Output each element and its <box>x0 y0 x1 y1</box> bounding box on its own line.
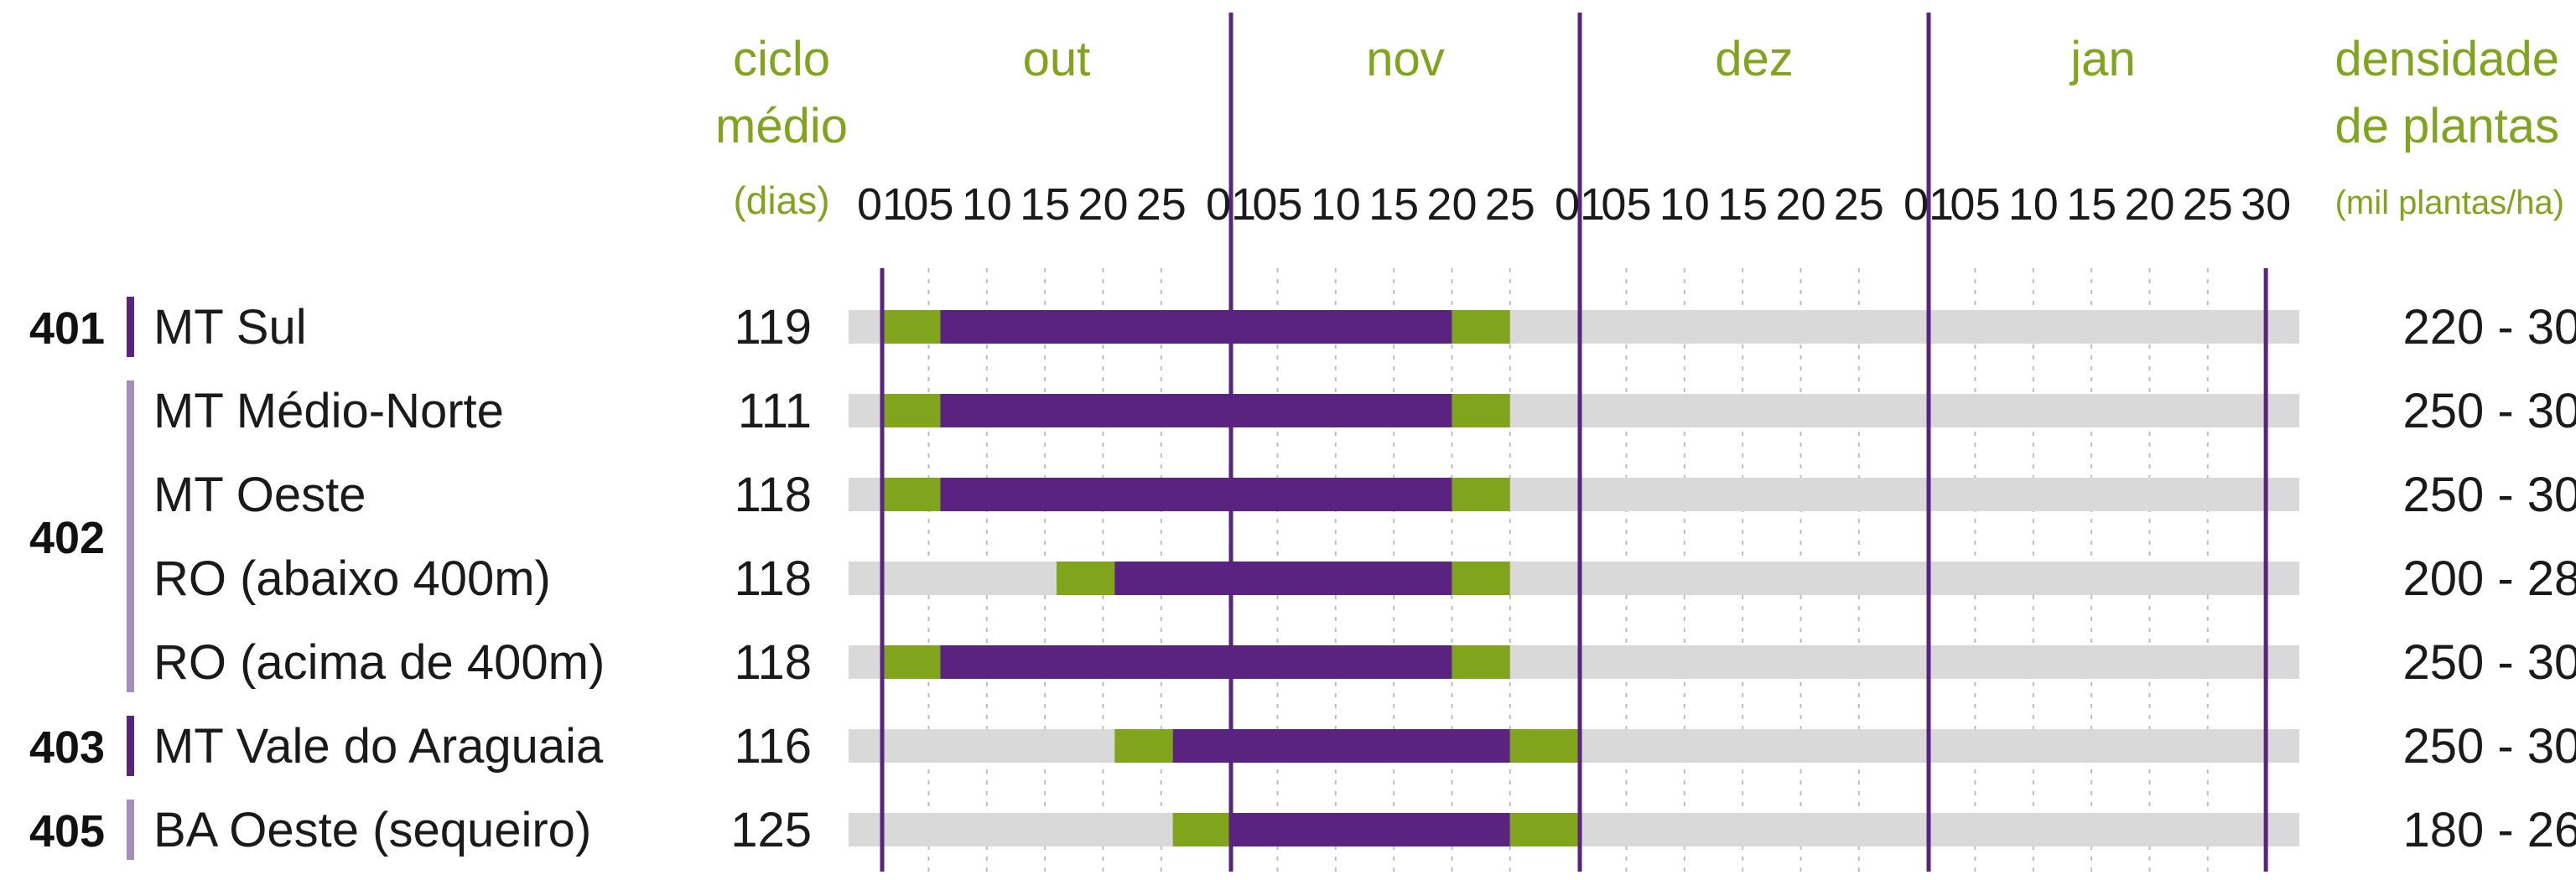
row-label: MT Sul <box>153 300 307 355</box>
month-label: dez <box>1715 32 1794 86</box>
day-tick-label: 01 <box>1206 179 1256 230</box>
tolerated-window-end <box>1452 394 1510 427</box>
tolerated-window-end <box>1452 562 1510 595</box>
cycle-header-unit: (dias) <box>733 179 829 222</box>
row-labels: MT Sul 119 220 - 300 MT Médio-Norte 111 250 -… <box>153 300 2576 857</box>
region-code: 405 <box>29 806 105 857</box>
cycle-value: 125 <box>730 803 812 857</box>
row-label: MT Vale do Araguaia <box>153 719 604 774</box>
row-label: RO (acima de 400m) <box>153 635 605 690</box>
cycle-header-line1: ciclo <box>733 32 830 86</box>
day-tick-label: 10 <box>2008 179 2059 230</box>
optimal-window <box>940 310 1452 344</box>
day-tick-label: 10 <box>1659 179 1710 230</box>
day-tick-label: 25 <box>1834 179 1884 230</box>
density-value: 250 - 300 <box>2402 719 2576 774</box>
day-tick-label: 01 <box>1555 179 1605 230</box>
density-value: 180 - 260 <box>2402 803 2576 857</box>
row-label: RO (abaixo 400m) <box>153 551 551 606</box>
row-label: BA Oeste (sequeiro) <box>153 803 591 857</box>
optimal-window <box>940 394 1452 427</box>
cycle-value: 111 <box>738 384 812 438</box>
cycle-header-line2: médio <box>715 99 848 153</box>
day-tick-label: 25 <box>1485 179 1535 230</box>
region-bar <box>127 800 134 860</box>
density-value: 200 - 280 <box>2402 551 2576 606</box>
region-bar <box>127 380 134 692</box>
row-label: MT Médio-Norte <box>153 384 504 438</box>
day-tick-label: 05 <box>1950 179 2000 230</box>
region-code: 403 <box>29 722 105 773</box>
day-tick-label: 05 <box>1601 179 1651 230</box>
tolerated-window-start <box>882 394 941 427</box>
tolerated-window-end <box>1509 813 1580 846</box>
density-value: 250 - 300 <box>2402 635 2576 690</box>
month-label: out <box>1023 32 1091 86</box>
month-label: nov <box>1366 32 1445 86</box>
day-tick-label: 15 <box>1020 179 1070 230</box>
day-tick-label: 15 <box>1717 179 1768 230</box>
day-tick-label: 30 <box>2241 179 2291 230</box>
month-labels: out nov dez jan <box>1023 32 2136 86</box>
day-tick-label: 10 <box>1311 179 1361 230</box>
region-code: 401 <box>29 303 105 354</box>
day-tick-label: 15 <box>2066 179 2116 230</box>
tolerated-window-end <box>1452 310 1510 344</box>
optimal-window <box>940 645 1452 679</box>
day-tick-label: 10 <box>962 179 1012 230</box>
density-value: 250 - 300 <box>2402 384 2576 438</box>
tolerated-window-start <box>1172 813 1231 846</box>
bars <box>849 310 2299 846</box>
density-header-unit: (mil plantas/ha) <box>2335 184 2564 221</box>
day-tick-label: 01 <box>1903 179 1954 230</box>
cycle-value: 118 <box>735 635 812 690</box>
density-value: 220 - 300 <box>2402 300 2576 355</box>
tolerated-window-start <box>882 478 941 511</box>
optimal-window <box>1172 729 1510 763</box>
density-value: 250 - 300 <box>2402 468 2576 522</box>
day-tick-label: 20 <box>1426 179 1477 230</box>
day-tick-label: 25 <box>1136 179 1187 230</box>
tolerated-window-start <box>882 310 941 344</box>
day-tick-label: 25 <box>2183 179 2233 230</box>
region-code: 402 <box>29 513 105 563</box>
region-bar <box>127 297 134 357</box>
day-tick-label: 20 <box>1078 179 1128 230</box>
day-tick-label: 05 <box>1252 179 1302 230</box>
cycle-value: 116 <box>735 719 812 774</box>
month-label: jan <box>2069 32 2135 86</box>
tolerated-window-end <box>1452 478 1510 511</box>
tolerated-window-start <box>1057 562 1115 595</box>
tolerated-window-end <box>1509 729 1580 763</box>
optimal-window <box>1231 813 1510 846</box>
day-tick-label: 01 <box>857 179 907 230</box>
optimal-window <box>1114 562 1452 595</box>
day-tick-label: 05 <box>903 179 953 230</box>
tolerated-window-start <box>1114 729 1173 763</box>
density-header-line1: densidade <box>2334 32 2559 86</box>
month-separators <box>880 13 2268 872</box>
cycle-value: 118 <box>735 468 812 522</box>
day-tick-label: 15 <box>1368 179 1419 230</box>
cycle-value: 118 <box>735 551 812 606</box>
row-label: MT Oeste <box>153 468 366 522</box>
day-tick-label: 20 <box>2124 179 2174 230</box>
optimal-window <box>940 478 1452 511</box>
density-header-line2: de plantas <box>2334 99 2559 153</box>
tolerated-window-end <box>1452 645 1510 679</box>
day-tick-label: 20 <box>1775 179 1826 230</box>
tolerated-window-start <box>882 645 941 679</box>
region-labels: 401 402 403 405 <box>29 297 134 860</box>
cycle-value: 119 <box>735 300 812 355</box>
region-bar <box>127 716 134 776</box>
